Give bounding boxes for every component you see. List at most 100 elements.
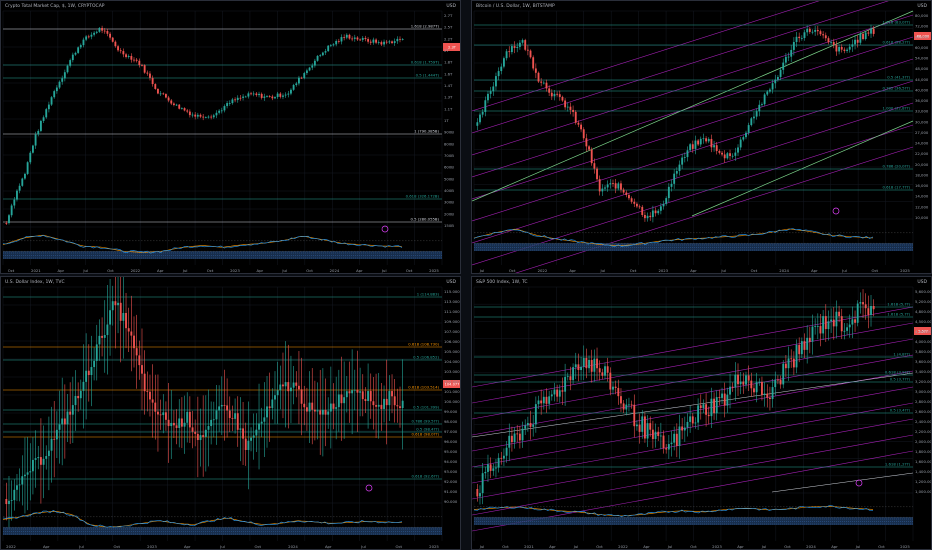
panel-bitcoin-usd[interactable]: Bitcoin / U.S. Dollar, 1W, BITSTAMP USD … <box>471 0 932 274</box>
candle-body <box>263 417 266 422</box>
candle-body <box>710 138 713 148</box>
y-tick-label: 30,000 <box>915 119 929 124</box>
last-price-badge <box>443 43 460 51</box>
candle-body <box>127 55 130 57</box>
candle-body <box>377 404 380 407</box>
candle-body <box>609 183 612 185</box>
candle-body <box>303 403 306 408</box>
candle-body <box>196 433 199 441</box>
panel-us-dollar-index[interactable]: U.S. Dollar Index, 1W, TVC USD 1 (114.88… <box>0 276 461 550</box>
candle-body <box>548 396 551 404</box>
fib-level-label: 1 (790.385B) <box>414 129 439 134</box>
candle-body <box>753 388 755 393</box>
candle-body <box>16 190 18 200</box>
candle-body <box>47 104 50 110</box>
last-price-value: 104.077 <box>445 383 460 387</box>
candle-body <box>287 93 290 95</box>
x-tick-label: Apr <box>184 544 191 549</box>
rsi-ma-line <box>2 234 403 253</box>
candle-body <box>516 433 519 435</box>
currency-label: USD <box>446 280 456 285</box>
candle-body <box>282 384 284 387</box>
y-tick-label: 900B <box>444 130 454 135</box>
candle-body <box>840 316 843 332</box>
candle-body <box>510 435 513 443</box>
channel-line <box>472 370 914 452</box>
candle-body <box>596 168 598 180</box>
candle-body <box>593 163 596 169</box>
y-tick-label: 150B <box>444 223 454 228</box>
y-tick-label: 36,000 <box>915 98 929 103</box>
candle-body <box>787 56 790 58</box>
candle-body <box>814 326 817 327</box>
y-tick-label: 1,800.00 <box>915 449 932 454</box>
candle-body <box>835 311 838 327</box>
candle-body <box>771 387 774 399</box>
candle-body <box>372 401 375 406</box>
candle-body <box>827 321 830 330</box>
fib-level-label: 0.5 (41,3??) <box>887 75 910 80</box>
candle-body <box>101 335 104 338</box>
candle-body <box>862 33 864 40</box>
candle-body <box>180 418 183 427</box>
x-tick-label: Jul <box>82 268 88 273</box>
candle-body <box>492 468 495 471</box>
candle-body <box>266 96 268 97</box>
x-tick-label: Jul <box>219 544 225 549</box>
candle-body <box>319 55 322 57</box>
fib-level-label: 0.618 (108.730) <box>408 342 439 347</box>
candle-body <box>691 416 694 424</box>
candle-body <box>207 426 210 430</box>
chart-svg: 1.618 (5,??) 1.618 (5,??) 1 (4,8??) 0.618 (… <box>472 286 932 549</box>
candle-body <box>337 394 340 408</box>
candle-body <box>487 93 489 101</box>
candle-body <box>215 410 218 420</box>
candle-body <box>234 413 237 419</box>
candle-body <box>774 79 777 84</box>
x-tick-label: Oct <box>751 268 758 273</box>
candle-body <box>651 429 654 440</box>
candle-body <box>726 153 729 159</box>
candle-body <box>776 379 779 381</box>
candle-body <box>69 60 72 66</box>
candle-body <box>505 51 508 59</box>
candle-body <box>638 206 641 208</box>
candle-body <box>604 187 606 189</box>
x-tick-label: Apr <box>643 544 650 549</box>
candle-body <box>180 108 183 109</box>
candle-body <box>295 83 298 86</box>
candle-body <box>143 65 146 73</box>
candle-body <box>164 412 167 420</box>
candle-body <box>276 390 279 396</box>
fib-level-label: 0.786 (20,0??) <box>882 164 910 169</box>
candle-body <box>85 370 88 382</box>
x-tick-label: 2021 <box>31 268 41 273</box>
y-tick-label: 3,600.00 <box>915 359 932 364</box>
candle-body <box>74 395 77 406</box>
candle-body <box>776 76 779 80</box>
x-tick-label: Jul <box>720 268 726 273</box>
candle-body <box>556 389 559 397</box>
candle-body <box>580 366 583 371</box>
channel-line <box>472 402 914 484</box>
candle-body <box>218 406 221 411</box>
candle-body <box>34 134 37 146</box>
panel-sp500-index[interactable]: S&P 500 Index, 1W, TC USD 1.618 (5,??) 1.… <box>471 276 932 550</box>
x-tick-label: 2024 <box>779 268 789 273</box>
candle-body <box>266 406 268 418</box>
candle-body <box>335 40 338 45</box>
candle-body <box>723 393 726 406</box>
candle-body <box>572 109 575 112</box>
candle-body <box>29 471 32 473</box>
candle-body <box>122 51 125 55</box>
candle-body <box>851 319 854 325</box>
fib-level-label: 0.618 (3,9??) <box>885 370 911 375</box>
candle-body <box>170 422 173 427</box>
panel-crypto-total-market-cap[interactable]: Crypto Total Market Cap, $, 1W, CRYPTOCA… <box>0 0 461 274</box>
candle-body <box>324 409 327 415</box>
candle-body <box>569 106 572 110</box>
candle-body <box>534 68 537 73</box>
candle-body <box>667 444 670 450</box>
candle-body <box>625 192 628 195</box>
